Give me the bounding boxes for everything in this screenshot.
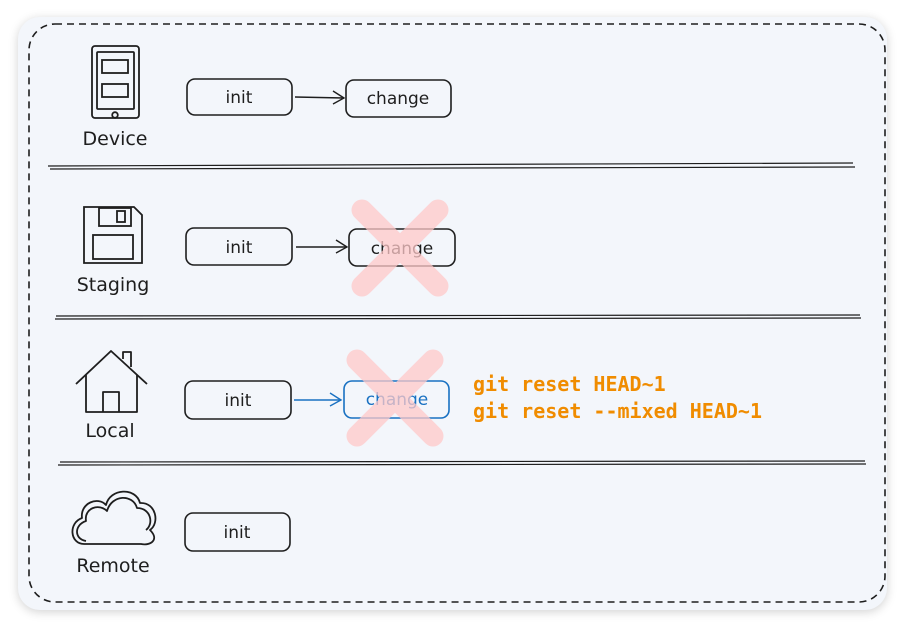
house-icon bbox=[75, 350, 148, 413]
row-local: Local init change git reset HEAD~1 git r… bbox=[75, 349, 762, 447]
diagram-card bbox=[18, 17, 887, 610]
row-label-remote: Remote bbox=[76, 555, 149, 577]
row-separator-2 bbox=[54, 314, 862, 320]
phone-icon bbox=[91, 45, 140, 119]
floppy-disk-icon bbox=[83, 206, 143, 264]
command-reset: git reset HEAD~1 bbox=[473, 372, 666, 396]
arrow-staging bbox=[296, 239, 349, 254]
row-staging: Staging init change bbox=[77, 199, 456, 297]
row-separator-1 bbox=[47, 162, 856, 170]
dashed-frame bbox=[28, 23, 886, 603]
row-remote: Remote init bbox=[71, 490, 291, 577]
row-label-staging: Staging bbox=[77, 274, 150, 296]
commit-init-device: init bbox=[186, 78, 293, 116]
commit-change-device: change bbox=[345, 79, 452, 118]
cross-mark-local bbox=[346, 349, 444, 447]
commit-label: init bbox=[224, 523, 251, 543]
row-label-device: Device bbox=[83, 128, 148, 150]
row-separator-3 bbox=[57, 460, 867, 466]
arrow-device bbox=[294, 90, 346, 105]
commit-label: change bbox=[367, 89, 430, 109]
row-device: Device init change bbox=[83, 45, 452, 150]
cloud-icon bbox=[71, 490, 157, 546]
commit-init-local: init bbox=[184, 380, 292, 420]
command-reset-mixed: git reset --mixed HEAD~1 bbox=[473, 399, 762, 423]
cross-mark-staging bbox=[351, 199, 449, 297]
row-label-local: Local bbox=[85, 420, 134, 442]
commit-init-staging: init bbox=[185, 227, 293, 266]
commit-label: init bbox=[225, 391, 252, 411]
commit-label: init bbox=[226, 238, 253, 258]
commit-init-remote: init bbox=[184, 512, 291, 552]
commit-label: init bbox=[226, 88, 253, 108]
arrow-local bbox=[294, 392, 343, 407]
